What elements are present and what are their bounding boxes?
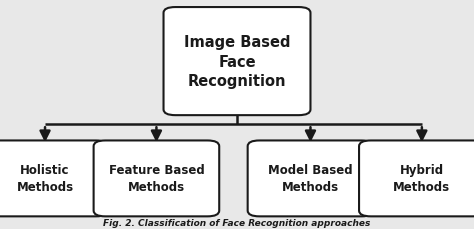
FancyBboxPatch shape: [247, 141, 373, 216]
FancyBboxPatch shape: [359, 141, 474, 216]
FancyBboxPatch shape: [94, 141, 219, 216]
FancyBboxPatch shape: [0, 141, 108, 216]
Text: Feature Based
Methods: Feature Based Methods: [109, 164, 204, 194]
FancyBboxPatch shape: [164, 8, 310, 116]
Text: Image Based
Face
Recognition: Image Based Face Recognition: [184, 35, 290, 89]
Text: Fig. 2. Classification of Face Recognition approaches: Fig. 2. Classification of Face Recogniti…: [103, 218, 371, 227]
Text: Hybrid
Methods: Hybrid Methods: [393, 164, 450, 194]
Text: Holistic
Methods: Holistic Methods: [17, 164, 73, 194]
Text: Model Based
Methods: Model Based Methods: [268, 164, 353, 194]
